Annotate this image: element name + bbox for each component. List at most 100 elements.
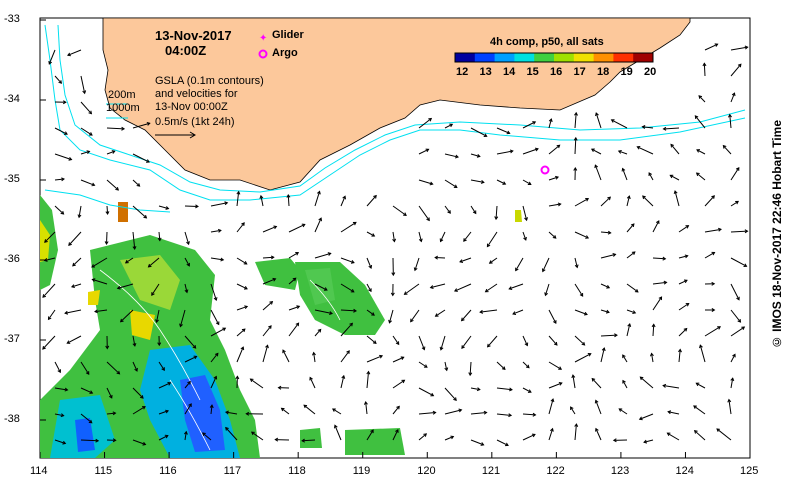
velocity-arrow-head bbox=[373, 194, 377, 199]
velocity-arrow bbox=[435, 309, 446, 317]
velocity-arrow-head bbox=[555, 175, 560, 180]
velocity-arrow-head bbox=[317, 328, 322, 333]
velocity-arrow-head bbox=[732, 353, 736, 358]
velocity-arrow bbox=[236, 191, 240, 207]
velocity-arrow-head bbox=[574, 423, 579, 427]
x-tick-label: 116 bbox=[159, 465, 177, 477]
velocity-arrow bbox=[670, 144, 680, 155]
velocity-arrow-head bbox=[62, 100, 67, 105]
velocity-arrow bbox=[463, 231, 472, 242]
velocity-arrow bbox=[80, 127, 93, 136]
velocity-arrow bbox=[548, 203, 561, 207]
velocity-arrow-head bbox=[558, 381, 563, 386]
velocity-arrow-head bbox=[94, 309, 98, 314]
velocity-arrow bbox=[314, 191, 321, 207]
velocity-arrow-head bbox=[453, 397, 457, 401]
velocity-arrow-head bbox=[366, 370, 371, 375]
velocity-arrow bbox=[80, 179, 95, 186]
velocity-arrow bbox=[302, 439, 316, 442]
velocity-arrow bbox=[522, 413, 536, 416]
velocity-arrow bbox=[572, 375, 576, 389]
velocity-arrow bbox=[574, 309, 588, 315]
velocity-arrow bbox=[288, 277, 297, 285]
velocity-arrow-head bbox=[66, 340, 71, 344]
velocity-arrow-head bbox=[428, 117, 433, 122]
velocity-arrow-head bbox=[327, 252, 332, 256]
velocity-arrow-head bbox=[186, 262, 190, 267]
velocity-arrow-head bbox=[458, 408, 463, 413]
velocity-arrow-head bbox=[161, 367, 165, 371]
velocity-arrow-head bbox=[594, 164, 599, 169]
velocity-arrow bbox=[496, 361, 506, 370]
velocity-arrow-head bbox=[371, 312, 375, 316]
velocity-arrow bbox=[225, 427, 238, 441]
velocity-arrow-head bbox=[460, 317, 465, 322]
velocity-arrow-head bbox=[605, 309, 610, 314]
velocity-arrow-head bbox=[730, 377, 735, 382]
colorbar-tick-label: 17 bbox=[573, 66, 586, 78]
colorbar-tick-label: 15 bbox=[526, 66, 539, 78]
velocity-arrow-head bbox=[590, 148, 595, 153]
velocity-arrow-head bbox=[329, 311, 333, 315]
velocity-arrow-head bbox=[388, 319, 392, 324]
velocity-arrow bbox=[158, 410, 169, 415]
velocity-arrow-head bbox=[702, 62, 707, 67]
velocity-arrow bbox=[404, 283, 420, 295]
velocity-arrow bbox=[251, 431, 264, 441]
velocity-arrow-head bbox=[157, 237, 162, 242]
velocity-arrow-head bbox=[143, 214, 148, 219]
velocity-arrow bbox=[704, 43, 718, 51]
velocity-arrow-head bbox=[60, 413, 65, 418]
velocity-arrow-head bbox=[587, 353, 592, 357]
velocity-arrow bbox=[184, 403, 192, 415]
velocity-arrow-head bbox=[553, 341, 558, 346]
velocity-arrow-head bbox=[523, 236, 527, 241]
velocity-arrow bbox=[459, 257, 472, 263]
velocity-arrow-head bbox=[88, 419, 93, 424]
velocity-arrow-head bbox=[214, 352, 219, 357]
velocity-arrow bbox=[611, 119, 628, 129]
velocity-arrow bbox=[678, 349, 681, 363]
velocity-arrow bbox=[489, 257, 498, 264]
velocity-arrow bbox=[698, 95, 706, 103]
velocity-arrow bbox=[548, 428, 554, 441]
velocity-arrow bbox=[236, 283, 248, 290]
velocity-arrow-head bbox=[429, 181, 434, 186]
colorbar-segment bbox=[573, 53, 595, 62]
velocity-arrow bbox=[210, 283, 217, 301]
velocity-arrow bbox=[366, 195, 377, 207]
velocity-arrow bbox=[340, 375, 345, 389]
velocity-arrow bbox=[54, 387, 68, 391]
velocity-arrow-head bbox=[64, 131, 68, 135]
velocity-arrow bbox=[642, 195, 654, 207]
velocity-arrow bbox=[392, 205, 407, 216]
velocity-arrow-head bbox=[309, 376, 313, 381]
velocity-arrow-head bbox=[666, 432, 671, 437]
velocity-arrow-head bbox=[270, 255, 275, 260]
velocity-arrow-head bbox=[352, 221, 357, 226]
velocity-arrow bbox=[250, 378, 264, 389]
velocity-arrow-head bbox=[699, 344, 703, 349]
velocity-arrow bbox=[54, 205, 64, 215]
velocity-arrow bbox=[495, 205, 498, 220]
velocity-arrow bbox=[618, 150, 628, 155]
velocity-arrow-head bbox=[410, 318, 414, 323]
velocity-arrow bbox=[622, 354, 628, 363]
velocity-arrow-head bbox=[601, 347, 606, 352]
velocity-arrow bbox=[548, 118, 552, 129]
velocity-arrow-head bbox=[488, 260, 493, 264]
velocity-arrow bbox=[595, 428, 602, 441]
velocity-arrow-head bbox=[164, 434, 169, 439]
velocity-arrow-head bbox=[85, 371, 90, 375]
velocity-arrow bbox=[340, 309, 357, 312]
velocity-arrow-head bbox=[494, 216, 499, 221]
velocity-arrow bbox=[418, 361, 428, 368]
velocity-arrow bbox=[366, 309, 375, 316]
velocity-arrow-head bbox=[142, 441, 147, 446]
velocity-arrow bbox=[574, 283, 584, 297]
velocity-arrow bbox=[64, 309, 82, 314]
velocity-arrow bbox=[158, 435, 169, 441]
velocity-arrow bbox=[125, 257, 134, 264]
velocity-arrow bbox=[262, 226, 277, 233]
velocity-arrow-head bbox=[731, 92, 736, 97]
